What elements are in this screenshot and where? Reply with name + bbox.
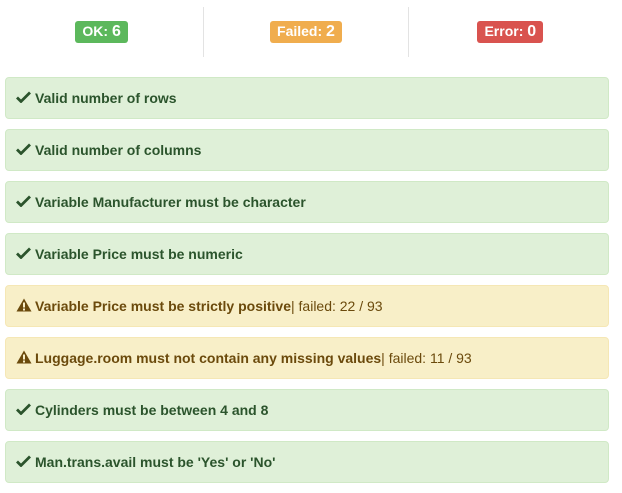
check-item: Luggage.room must not contain any missin… — [5, 337, 609, 379]
check-item: Man.trans.avail must be 'Yes' or 'No' — [5, 441, 609, 483]
failed-count: 2 — [326, 23, 335, 40]
failed-badge: Failed: 2 — [270, 21, 342, 43]
check-icon — [16, 142, 32, 158]
check-label: Variable Price must be strictly positive — [35, 298, 291, 314]
failed-label: Failed: — [277, 23, 323, 39]
check-icon — [16, 402, 32, 418]
error-count: 0 — [527, 23, 537, 40]
check-icon — [16, 90, 32, 106]
ok-count: 6 — [111, 23, 121, 40]
check-icon — [16, 194, 32, 210]
error-badge: Error: 0 — [477, 21, 544, 43]
check-icon — [16, 246, 32, 262]
check-label: Luggage.room must not contain any missin… — [35, 350, 382, 366]
check-item: Valid number of rows — [5, 77, 609, 119]
check-label: Variable Price must be numeric — [35, 246, 243, 262]
check-label: Man.trans.avail must be 'Yes' or 'No' — [35, 454, 276, 470]
check-item: Variable Price must be numeric — [5, 233, 609, 275]
summary-failed-cell: Failed: 2 — [204, 7, 409, 57]
check-item: Variable Price must be strictly positive… — [5, 285, 609, 327]
summary-error-cell: Error: 0 — [409, 7, 612, 57]
warning-icon — [16, 298, 32, 315]
check-item: Cylinders must be between 4 and 8 — [5, 389, 609, 431]
check-label: Variable Manufacturer must be character — [35, 194, 306, 210]
check-failed-count: | failed: 22 / 93 — [291, 298, 383, 314]
check-label: Cylinders must be between 4 and 8 — [35, 402, 269, 418]
summary-ok-cell: OK: 6 — [0, 7, 205, 57]
error-label: Error: — [484, 23, 524, 39]
check-list: Valid number of rows Valid number of colu… — [5, 77, 609, 493]
ok-label: OK: — [82, 23, 109, 39]
check-label: Valid number of rows — [35, 90, 177, 106]
ok-badge: OK: 6 — [75, 21, 128, 43]
check-label: Valid number of columns — [35, 142, 202, 158]
check-failed-count: | failed: 11 / 93 — [381, 350, 472, 366]
check-item: Variable Manufacturer must be character — [5, 181, 609, 223]
warning-icon — [16, 350, 32, 367]
check-item: Valid number of columns — [5, 129, 609, 171]
summary-bar: OK: 6 Failed: 2 Error: 0 — [0, 7, 612, 57]
check-icon — [16, 454, 32, 470]
